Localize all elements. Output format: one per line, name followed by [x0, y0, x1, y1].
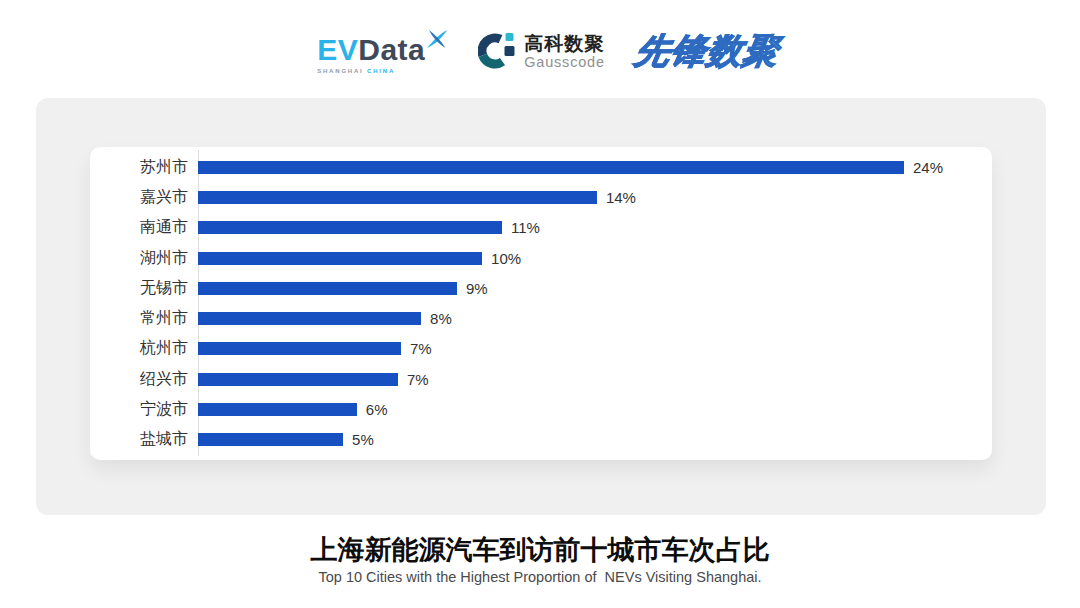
- bar: [198, 403, 357, 416]
- value-label: 7%: [410, 340, 432, 357]
- bar: [198, 433, 343, 446]
- bar-row: 苏州市 24%: [90, 152, 992, 182]
- bar-row: 常州市 8%: [90, 303, 992, 333]
- gausscode-icon: [478, 32, 516, 70]
- city-label: 绍兴市: [90, 369, 198, 390]
- bar: [198, 342, 401, 355]
- evdata-logo: EVData SHANGHAI CHINA: [317, 29, 448, 74]
- evdata-china-text: CHINA: [367, 68, 395, 74]
- value-label: 7%: [407, 371, 429, 388]
- value-label: 6%: [366, 401, 388, 418]
- value-label: 11%: [511, 219, 540, 236]
- value-label: 24%: [913, 159, 943, 176]
- chart-subtitle: Top 10 Cities with the Highest Proportio…: [0, 569, 1080, 586]
- city-label: 无锡市: [90, 278, 198, 299]
- bar: [198, 312, 421, 325]
- bar-chart: 苏州市24%嘉兴市14%南通市11%湖州市10%无锡市9%常州市8%杭州市7%绍…: [90, 152, 992, 455]
- bar: [198, 221, 502, 234]
- bar: [198, 373, 398, 386]
- evdata-wordmark: EVData: [317, 29, 448, 65]
- evdata-ev-text: EV: [317, 35, 358, 65]
- bar: [198, 191, 597, 204]
- chart-card: 苏州市24%嘉兴市14%南通市11%湖州市10%无锡市9%常州市8%杭州市7%绍…: [90, 147, 992, 460]
- city-label: 宁波市: [90, 399, 198, 420]
- bar-row: 湖州市 10%: [90, 243, 992, 273]
- bar-row: 盐城市 5%: [90, 425, 992, 455]
- gausscode-cn-text: 高科数聚: [524, 33, 605, 54]
- city-label: 苏州市: [90, 157, 198, 178]
- gausscode-logo: 高科数聚 Gausscode: [478, 32, 605, 70]
- bar: [198, 161, 904, 174]
- city-label: 常州市: [90, 308, 198, 329]
- evdata-tagline: SHANGHAI CHINA: [317, 68, 395, 74]
- city-label: 湖州市: [90, 248, 198, 269]
- bar-row: 绍兴市 7%: [90, 364, 992, 394]
- bar-row: 南通市 11%: [90, 213, 992, 243]
- city-label: 盐城市: [90, 429, 198, 450]
- bar: [198, 282, 457, 295]
- bar-row: 嘉兴市 14%: [90, 182, 992, 212]
- city-label: 南通市: [90, 217, 198, 238]
- pioneer-logo: 先锋数聚: [631, 28, 783, 75]
- chart-title: 上海新能源汽车到访前十城市车次占比: [0, 533, 1080, 567]
- bar: [198, 252, 482, 265]
- value-label: 9%: [466, 280, 488, 297]
- gausscode-en-text: Gausscode: [524, 54, 605, 70]
- value-label: 10%: [491, 250, 521, 267]
- bar-row: 杭州市 7%: [90, 334, 992, 364]
- city-label: 嘉兴市: [90, 187, 198, 208]
- bar-row: 宁波市 6%: [90, 394, 992, 424]
- evdata-shanghai-text: SHANGHAI: [317, 68, 363, 74]
- value-label: 14%: [606, 189, 636, 206]
- evdata-x-icon: [426, 29, 448, 49]
- city-label: 杭州市: [90, 338, 198, 359]
- gausscode-text: 高科数聚 Gausscode: [524, 33, 605, 70]
- value-label: 5%: [352, 431, 374, 448]
- logo-bar: EVData SHANGHAI CHINA 高科数聚 Gausscode 先锋数…: [8, 18, 1080, 84]
- bar-row: 无锡市 9%: [90, 273, 992, 303]
- value-label: 8%: [430, 310, 452, 327]
- evdata-data-text: Data: [358, 35, 425, 65]
- chart-panel: 苏州市24%嘉兴市14%南通市11%湖州市10%无锡市9%常州市8%杭州市7%绍…: [36, 98, 1046, 515]
